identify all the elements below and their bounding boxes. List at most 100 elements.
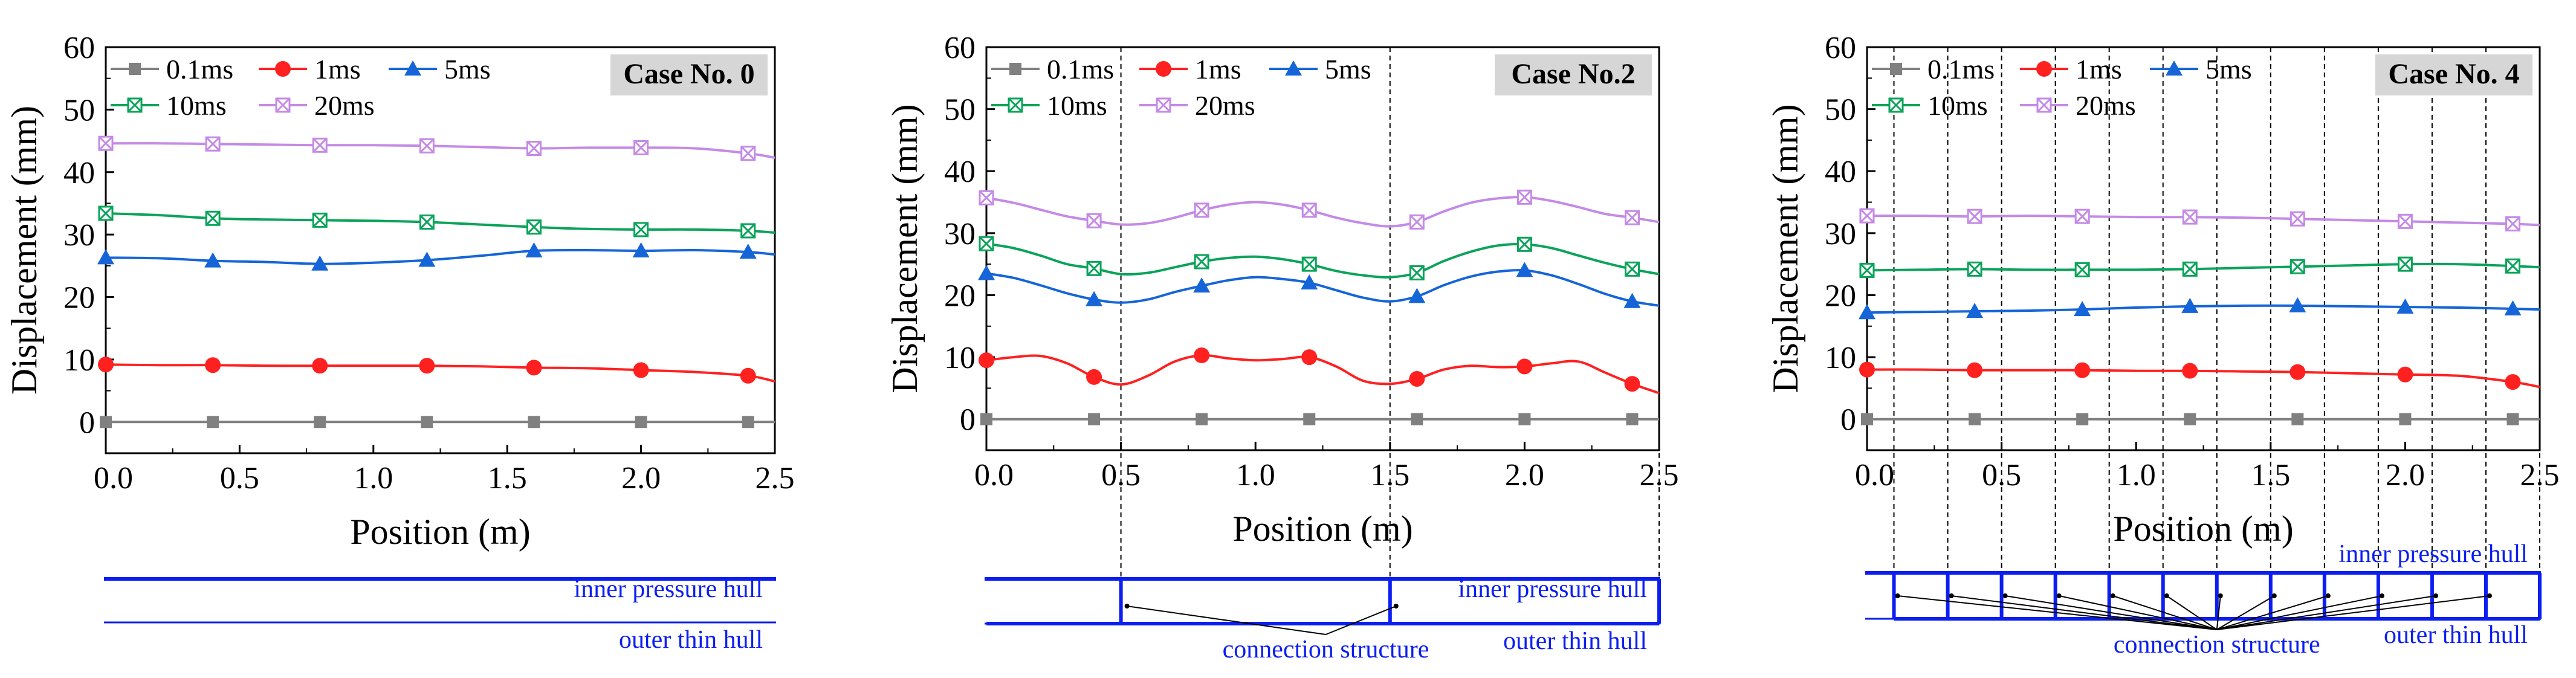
legend-item: 20ms [2020,90,2136,121]
legend-label: 5ms [2205,54,2252,85]
x-tick-label: 1.0 [1236,458,1275,492]
x-tick-label: 0.5 [1982,458,2021,492]
legend-label: 20ms [1195,90,1255,121]
data-point [1195,255,1208,268]
data-point [2398,257,2412,271]
data-point [205,357,221,373]
x-tick-label: 0.0 [94,461,133,496]
x-axis-title: Position (m) [1232,509,1413,549]
data-point [2076,210,2089,223]
legend-item: 1ms [259,54,361,85]
connection-pointer-head [2218,593,2223,598]
series-1ms [979,347,1659,393]
data-point [207,416,219,428]
legend-swatch-marker [1009,98,1022,112]
data-point [1624,376,1640,392]
legend-swatch-marker [1157,98,1170,112]
connection-pointer-head [1949,593,1954,598]
y-tick-label: 20 [1825,279,1856,313]
connection-pointer-head [2164,593,2169,598]
series-20ms [980,190,1659,228]
series-10ms [1860,257,2540,277]
legend-item: 5ms [2150,54,2252,85]
data-point [2506,217,2519,230]
legend-label: 0.1ms [166,54,233,85]
connection-pointer-head [2111,593,2115,598]
legend-label: 0.1ms [1927,54,1995,85]
connection-pointer [1898,596,2217,630]
y-tick-label: 20 [944,279,976,313]
data-point [2074,363,2090,378]
data-point [2399,413,2411,425]
data-point [2076,413,2088,425]
data-point [421,416,433,428]
legend-item: 10ms [111,90,227,121]
connection-pointer-head [2380,593,2384,598]
inner-hull-label: inner pressure hull [574,575,763,603]
data-point [1967,363,1982,378]
y-axis-title: Displacement (mm) [4,106,44,395]
data-point [1968,210,1981,223]
y-tick-label: 50 [944,93,976,128]
legend-item: 10ms [1872,90,1988,121]
data-point [526,360,542,375]
connection-pointer [1326,606,1396,634]
x-tick-label: 1.5 [1370,458,1409,492]
data-point [2505,374,2520,390]
legend-swatch-marker [1156,61,1171,77]
legend-label: 20ms [314,90,375,121]
connection-pointer-head [2003,593,2008,598]
data-point [742,147,755,160]
legend-swatch-marker [128,98,141,112]
series-line [1867,306,2540,312]
connection-structure-label: connection structure [1223,636,1429,663]
data-point [312,358,328,373]
legend-swatch-marker [1009,63,1021,75]
data-point [2397,367,2413,383]
legend-label: 5ms [1325,54,1371,85]
data-point [206,137,219,150]
data-point [2182,363,2198,379]
data-point [2506,413,2519,425]
x-tick-label: 1.5 [2251,458,2290,492]
data-point [2291,260,2304,273]
data-point [419,358,435,373]
inner-hull-label: inner pressure hull [1458,575,1647,603]
legend-label: 1ms [1195,54,1241,85]
legend-item: 20ms [259,90,375,121]
data-point [2291,413,2303,425]
data-point [2506,259,2519,273]
y-tick-label: 0 [960,403,976,437]
legend-item: 1ms [2020,54,2122,85]
legend-swatch-marker [1889,98,1903,112]
legend-swatch-marker [2037,98,2051,112]
data-point [1195,204,1208,217]
y-tick-label: 30 [944,217,976,251]
y-tick-label: 40 [944,155,976,189]
legend-item: 5ms [1269,54,1371,85]
data-point [99,207,112,220]
y-tick-label: 10 [63,343,95,378]
series-line [106,250,775,264]
y-tick-label: 30 [1825,217,1856,251]
series-5ms [978,262,1659,308]
connection-pointer [2005,596,2217,630]
series-0_1ms [980,413,1659,425]
data-point [2184,413,2196,425]
series-20ms [99,137,775,160]
y-axis-title: Displacement (mm) [885,104,925,393]
data-point [2076,263,2089,276]
connection-pointer-head [1895,593,1900,598]
y-tick-label: 40 [63,156,95,190]
data-point [1625,211,1639,224]
legend-label: 10ms [166,90,227,121]
series-10ms [980,237,1659,279]
y-tick-label: 50 [1825,93,1856,128]
data-point [1516,358,1532,374]
legend-item: 0.1ms [991,54,1114,85]
data-point [100,416,112,428]
data-point [2183,262,2196,276]
